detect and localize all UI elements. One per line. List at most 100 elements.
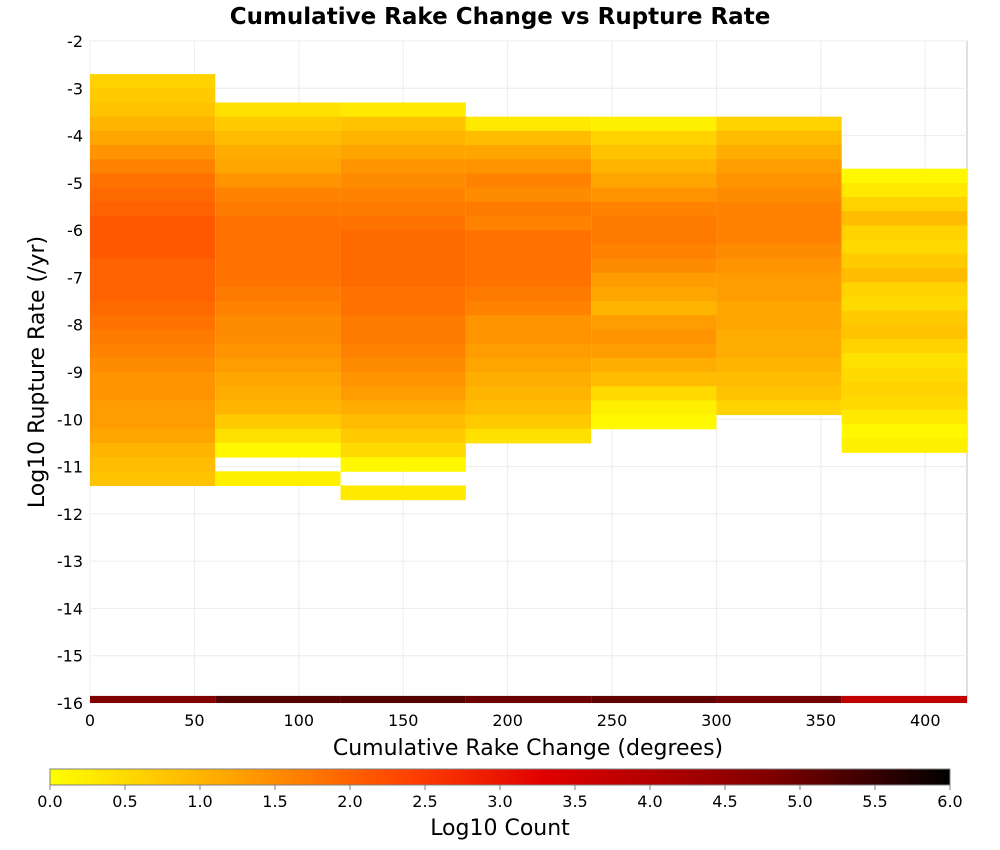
heatmap-cell <box>90 272 216 288</box>
heatmap-cell <box>841 324 967 340</box>
colorbar-label: Log10 Count <box>430 816 570 841</box>
heatmap-cell <box>215 471 341 486</box>
heatmap-cell <box>90 343 216 359</box>
heatmap-cell <box>215 258 341 274</box>
heatmap-cell <box>90 286 216 302</box>
colorbar-tick-label: 1.0 <box>187 792 212 811</box>
heatmap-cell <box>215 145 341 160</box>
heatmap-cell <box>90 116 216 132</box>
heatmap-cell <box>841 409 967 425</box>
heatmap-cell <box>841 197 967 212</box>
heatmap-cell <box>465 329 592 345</box>
heatmap-cell <box>716 258 842 274</box>
y-axis-label: Log10 Rupture Rate (/yr) <box>25 236 50 508</box>
heatmap-cell <box>340 272 466 288</box>
y-tick-label: -13 <box>57 552 83 571</box>
heatmap-cell <box>215 286 341 302</box>
heatmap-cell <box>716 187 842 203</box>
heatmap-cell <box>215 343 341 359</box>
heatmap-cell-bottom <box>465 695 592 703</box>
heatmap-cell <box>841 182 967 198</box>
heatmap-cell <box>465 343 592 359</box>
heatmap-cell <box>340 343 466 359</box>
heatmap-cell-bottom <box>90 695 216 703</box>
y-tick-label: -14 <box>57 599 83 618</box>
x-tick-label: 150 <box>388 711 419 730</box>
heatmap-cell <box>215 244 341 260</box>
x-tick-label: 200 <box>492 711 523 730</box>
heatmap-cell <box>716 286 842 302</box>
heatmap-cell <box>465 145 592 160</box>
heatmap-cell <box>90 386 216 401</box>
heatmap-cell <box>215 400 341 416</box>
heatmap-cell <box>591 315 717 330</box>
heatmap-cell <box>215 372 341 387</box>
heatmap-cell <box>215 428 341 444</box>
colorbar-ticks: 0.0 0.5 1.0 1.5 2.0 2.5 3.0 3.5 4.0 4.5 5.0 5.5 6.0 <box>37 785 963 811</box>
heatmap-cell <box>465 315 592 330</box>
heatmap-cell <box>340 329 466 345</box>
heatmap-cell <box>716 372 842 387</box>
heatmap-cell <box>465 187 592 203</box>
heatmap-cell <box>340 414 466 430</box>
heatmap-cell <box>591 286 717 302</box>
heatmap-cell <box>340 244 466 260</box>
x-tick-label: 250 <box>597 711 628 730</box>
colorbar-tick-label: 2.0 <box>337 792 362 811</box>
heatmap-cell <box>591 414 717 430</box>
heatmap-cell <box>340 102 466 118</box>
y-tick-label: -16 <box>57 694 83 713</box>
heatmap-cell-bottom <box>215 695 341 703</box>
heatmap-cell <box>841 168 967 184</box>
y-tick-label: -5 <box>67 174 83 193</box>
heatmap-cell <box>340 386 466 401</box>
heatmap-cell <box>465 130 592 146</box>
heatmap-cell <box>591 230 717 245</box>
heatmap-cell <box>90 102 216 118</box>
heatmap-cell <box>215 301 341 316</box>
heatmap-cell <box>340 428 466 444</box>
heatmap-cell <box>90 428 216 444</box>
heatmap-cell <box>841 395 967 411</box>
heatmap-cell <box>465 201 592 217</box>
heatmap-cell <box>90 400 216 416</box>
heatmap-cell <box>591 386 717 401</box>
heatmap-cell <box>716 201 842 217</box>
heatmap-cell <box>716 343 842 359</box>
heatmap-cell <box>90 357 216 373</box>
heatmap-cell <box>90 471 216 486</box>
y-tick-label: -11 <box>57 458 83 477</box>
heatmap-cell <box>340 230 466 245</box>
heatmap-cell <box>841 211 967 226</box>
heatmap-cell <box>215 315 341 330</box>
heatmap-cell <box>841 424 967 439</box>
heatmap-cell <box>841 338 967 354</box>
colorbar-tick-label: 3.5 <box>562 792 587 811</box>
heatmap-cell <box>340 400 466 416</box>
heatmap-cell <box>465 173 592 189</box>
heatmap-cell <box>340 372 466 387</box>
y-tick-label: -2 <box>67 32 83 51</box>
heatmap-cell <box>340 357 466 373</box>
heatmap-cells <box>90 74 967 703</box>
x-axis-label: Cumulative Rake Change (degrees) <box>333 736 723 761</box>
colorbar-tick-label: 4.5 <box>712 792 737 811</box>
heatmap-cell <box>90 74 216 89</box>
heatmap-cell-bottom <box>841 695 967 703</box>
heatmap-cell <box>465 230 592 245</box>
heatmap-cell <box>841 253 967 269</box>
heatmap-cell <box>90 301 216 316</box>
heatmap-cell <box>340 258 466 274</box>
heatmap-cell <box>841 310 967 326</box>
y-tick-label: -8 <box>67 316 83 335</box>
x-tick-label: 100 <box>284 711 315 730</box>
heatmap-cell <box>90 187 216 203</box>
heatmap-cell <box>591 201 717 217</box>
heatmap-cell <box>340 130 466 146</box>
heatmap-cell <box>465 372 592 387</box>
colorbar-tick-label: 6.0 <box>937 792 962 811</box>
heatmap-cell <box>465 244 592 260</box>
heatmap-cell <box>215 130 341 146</box>
heatmap-cell <box>340 301 466 316</box>
